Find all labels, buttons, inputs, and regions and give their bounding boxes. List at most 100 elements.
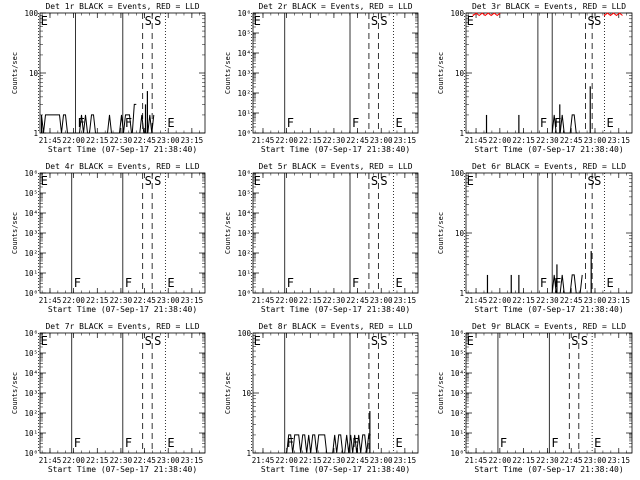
x-tick-label: 22:00 (275, 456, 298, 465)
marker-label-F: F (551, 436, 558, 450)
y-tick-label: 10³ (450, 389, 464, 398)
x-tick-label: 22:15 (299, 296, 322, 305)
marker-label-S: S (145, 14, 152, 28)
marker-label-S: S (594, 174, 601, 188)
lld-series (604, 12, 623, 17)
marker-label-S: S (371, 334, 378, 348)
x-axis-label: Start Time (07-Sep-17 21:38:40) (474, 465, 623, 474)
panel-title: Det 1r BLACK = Events, RED = LLD (45, 2, 199, 11)
x-tick-label: 23:15 (181, 296, 204, 305)
marker-label-E: E (167, 436, 174, 450)
marker-label-E: E (254, 14, 261, 28)
x-tick-label: 23:00 (157, 456, 180, 465)
y-tick-label: 10⁴ (237, 49, 251, 58)
x-tick-label: 23:00 (370, 296, 393, 305)
marker-label-E: E (467, 334, 474, 348)
x-tick-label: 22:00 (489, 296, 512, 305)
x-tick-label: 21:45 (252, 296, 275, 305)
x-tick-label: 22:00 (275, 296, 298, 305)
x-tick-label: 21:45 (39, 456, 62, 465)
marker-label-F: F (74, 276, 81, 290)
events-series (131, 103, 137, 134)
x-tick-label: 21:45 (465, 296, 488, 305)
x-tick-label: 21:45 (252, 456, 275, 465)
detector-panel: Det 4r BLACK = Events, RED = LLD 10⁰ 10¹ 10… (11, 162, 206, 314)
x-tick-label: 22:45 (346, 296, 369, 305)
y-tick-label: 10¹ (450, 429, 464, 438)
x-tick-label: 22:00 (62, 456, 85, 465)
y-tick-label: 10⁵ (237, 29, 251, 38)
y-tick-label: 10⁰ (24, 449, 38, 458)
x-tick-label: 23:00 (584, 456, 607, 465)
y-axis-label: Counts/sec (11, 212, 19, 254)
marker-label-S: S (371, 174, 378, 188)
x-tick-label: 22:45 (560, 296, 583, 305)
panel-title: Det 3r BLACK = Events, RED = LLD (472, 2, 626, 11)
y-tick-label: 10² (24, 409, 38, 418)
y-tick-label: 10⁵ (24, 349, 38, 358)
x-axis-label: Start Time (07-Sep-17 21:38:40) (474, 305, 623, 314)
marker-label-E: E (467, 174, 474, 188)
y-tick-label: 10 (455, 229, 465, 238)
x-tick-label: 23:00 (157, 296, 180, 305)
marker-label-F: F (352, 116, 359, 130)
marker-label-S: S (587, 14, 594, 28)
y-tick-label: 10 (455, 69, 465, 78)
x-tick-label: 23:00 (584, 296, 607, 305)
x-tick-label: 22:30 (110, 456, 133, 465)
marker-label-S: S (587, 174, 594, 188)
lld-series (472, 12, 501, 17)
marker-label-S: S (571, 334, 578, 348)
x-tick-label: 22:15 (299, 136, 322, 145)
x-axis-label: Start Time (07-Sep-17 21:38:40) (261, 465, 410, 474)
marker-label-E: E (167, 276, 174, 290)
marker-label-S: S (380, 14, 387, 28)
y-tick-label: 10⁶ (24, 329, 38, 338)
marker-label-E: E (41, 174, 48, 188)
x-tick-label: 22:15 (86, 296, 109, 305)
y-axis-label: Counts/sec (437, 52, 445, 94)
x-tick-label: 22:45 (346, 136, 369, 145)
detector-panel: Det 6r BLACK = Events, RED = LLD 1 10 100 Co… (437, 162, 633, 314)
detector-panel: Det 9r BLACK = Events, RED = LLD 10⁰ 10¹ 10… (437, 322, 633, 474)
marker-label-F: F (74, 436, 81, 450)
y-tick-label: 10¹ (237, 269, 251, 278)
y-tick-label: 10⁰ (24, 289, 38, 298)
x-tick-label: 22:30 (323, 296, 346, 305)
x-tick-label: 22:45 (133, 456, 156, 465)
events-series (41, 114, 132, 134)
y-tick-label: 10¹ (24, 269, 38, 278)
x-tick-label: 22:15 (86, 136, 109, 145)
y-tick-label: 10⁶ (237, 169, 251, 178)
y-tick-label: 10⁰ (450, 449, 464, 458)
marker-label-S: S (594, 14, 601, 28)
y-tick-label: 100 (237, 329, 251, 338)
y-tick-label: 10² (24, 249, 38, 258)
marker-label-S: S (380, 174, 387, 188)
marker-label-F: F (500, 436, 507, 450)
x-axis-label: Start Time (07-Sep-17 21:38:40) (474, 145, 623, 154)
plot-frame (465, 12, 633, 134)
marker-label-S: S (581, 334, 588, 348)
panel-title: Det 7r BLACK = Events, RED = LLD (45, 322, 199, 331)
events-series (139, 114, 155, 134)
x-tick-label: 22:45 (346, 456, 369, 465)
x-tick-label: 22:00 (275, 136, 298, 145)
marker-label-F: F (554, 276, 561, 290)
x-tick-label: 22:30 (536, 456, 559, 465)
x-axis-label: Start Time (07-Sep-17 21:38:40) (261, 305, 410, 314)
x-axis-label: Start Time (07-Sep-17 21:38:40) (48, 305, 197, 314)
y-tick-label: 10³ (237, 69, 251, 78)
x-tick-label: 22:15 (86, 456, 109, 465)
marker-label-E: E (396, 116, 403, 130)
x-tick-label: 21:45 (465, 456, 488, 465)
marker-label-S: S (154, 334, 161, 348)
panel-title: Det 4r BLACK = Events, RED = LLD (45, 162, 199, 171)
y-tick-label: 10⁵ (450, 349, 464, 358)
x-tick-label: 22:00 (489, 456, 512, 465)
x-tick-label: 23:00 (584, 136, 607, 145)
x-tick-label: 22:30 (536, 136, 559, 145)
y-tick-label: 100 (24, 9, 38, 18)
marker-label-F: F (540, 276, 547, 290)
